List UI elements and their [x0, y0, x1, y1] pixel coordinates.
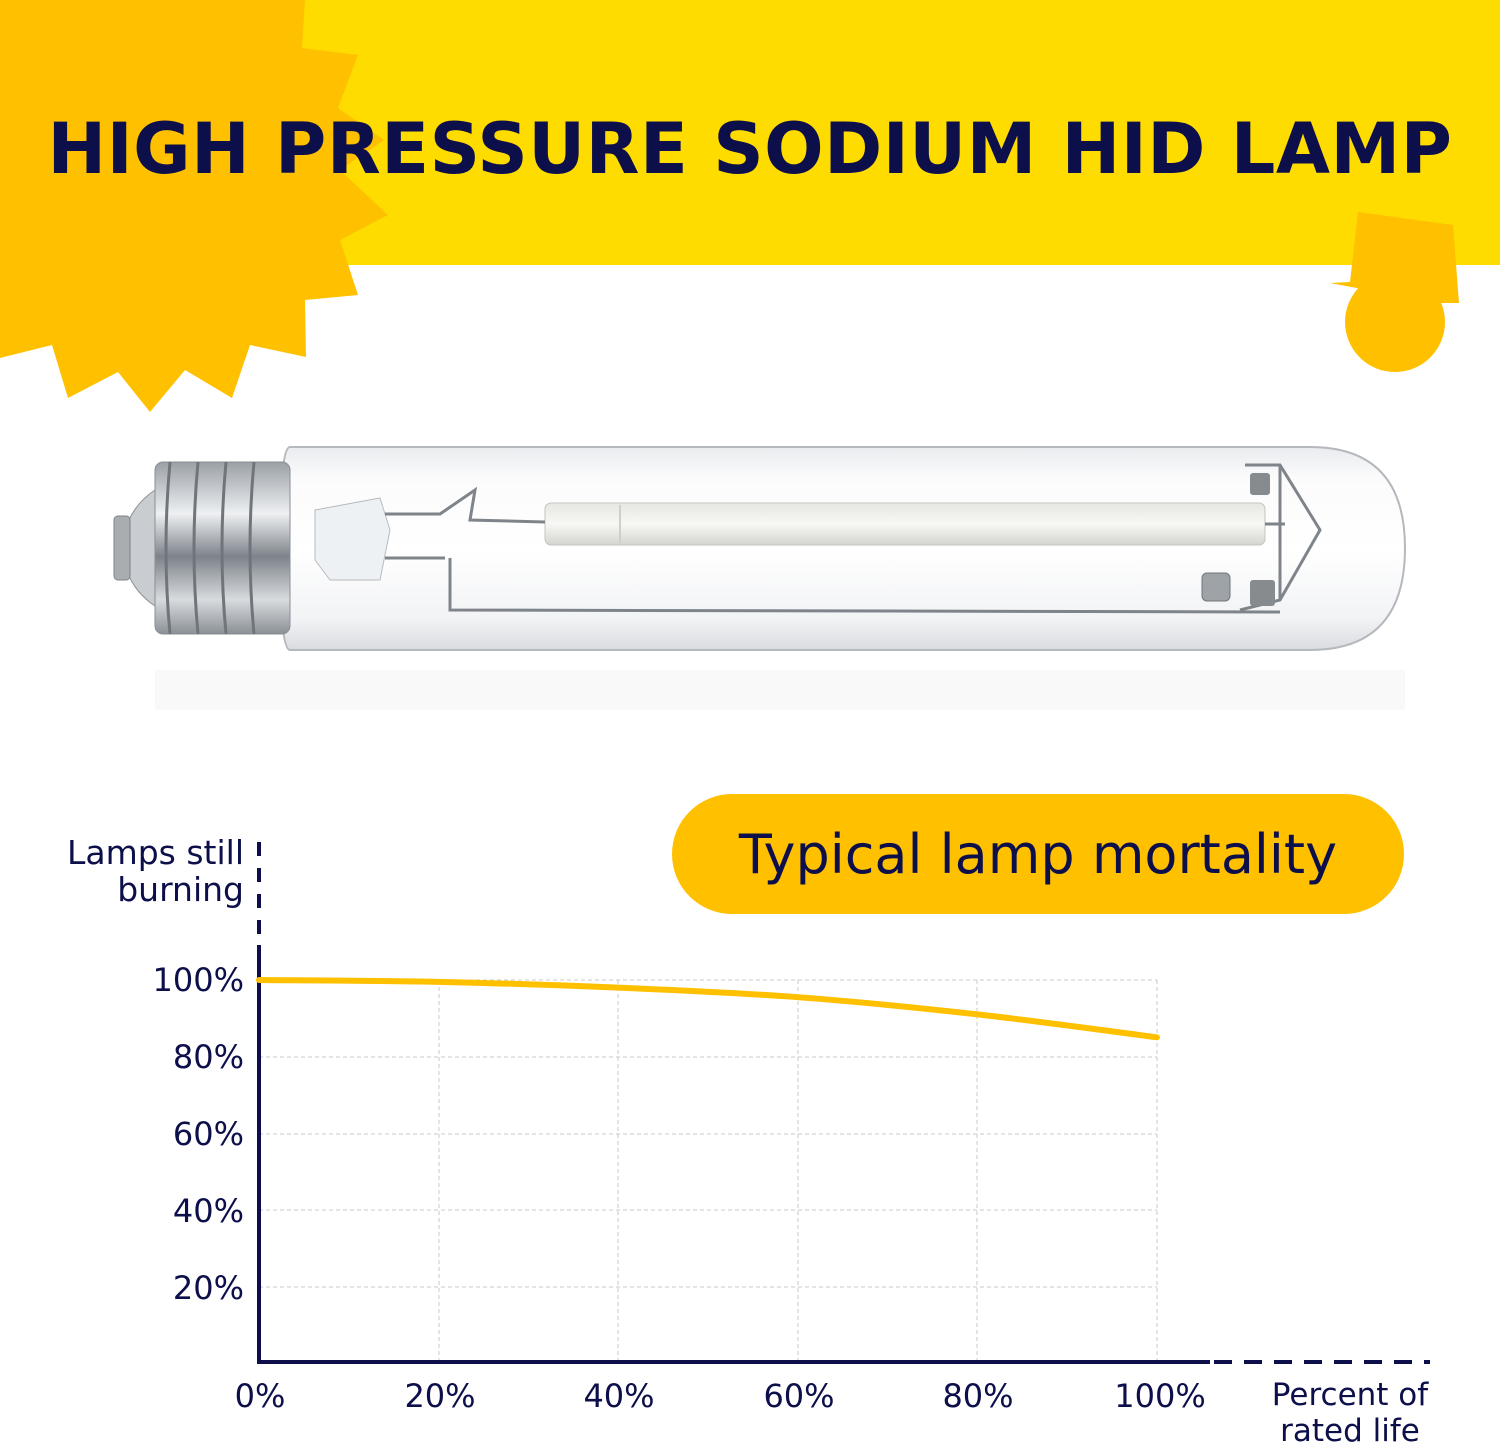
mortality-curve: [256, 977, 1160, 1041]
x-tick-60: 60%: [763, 1377, 835, 1415]
y-tick-100: 100%: [152, 961, 244, 999]
y-tick-80: 80%: [172, 1038, 244, 1076]
x-axis-label: Percent of rated life: [1250, 1377, 1450, 1449]
x-tick-100: 100%: [1114, 1377, 1206, 1415]
x-tick-40: 40%: [583, 1377, 655, 1415]
chart-grid: [259, 979, 1158, 1362]
hps-lamp-image: [113, 446, 1407, 710]
chart-title: Typical lamp mortality: [738, 822, 1338, 886]
y-axis-label: Lamps still burning: [40, 834, 244, 908]
y-tick-20: 20%: [172, 1269, 244, 1307]
sunburst-decoration-icon: [0, 0, 1459, 412]
y-axis-label-line1: Lamps still: [66, 833, 244, 872]
x-axis-label-line2: rated life: [1280, 1413, 1420, 1449]
page-title: HIGH PRESSURE SODIUM HID LAMP: [47, 108, 1453, 190]
chart-title-badge: Typical lamp mortality: [672, 794, 1404, 914]
lamp-decoration-icon: [1330, 212, 1459, 372]
x-tick-20: 20%: [404, 1377, 476, 1415]
y-tick-40: 40%: [172, 1192, 244, 1230]
x-axis-label-line1: Percent of: [1271, 1377, 1429, 1413]
y-axis-label-line2: burning: [117, 870, 244, 909]
y-tick-60: 60%: [172, 1115, 244, 1153]
x-tick-0: 0%: [234, 1377, 286, 1415]
x-tick-80: 80%: [942, 1377, 1014, 1415]
